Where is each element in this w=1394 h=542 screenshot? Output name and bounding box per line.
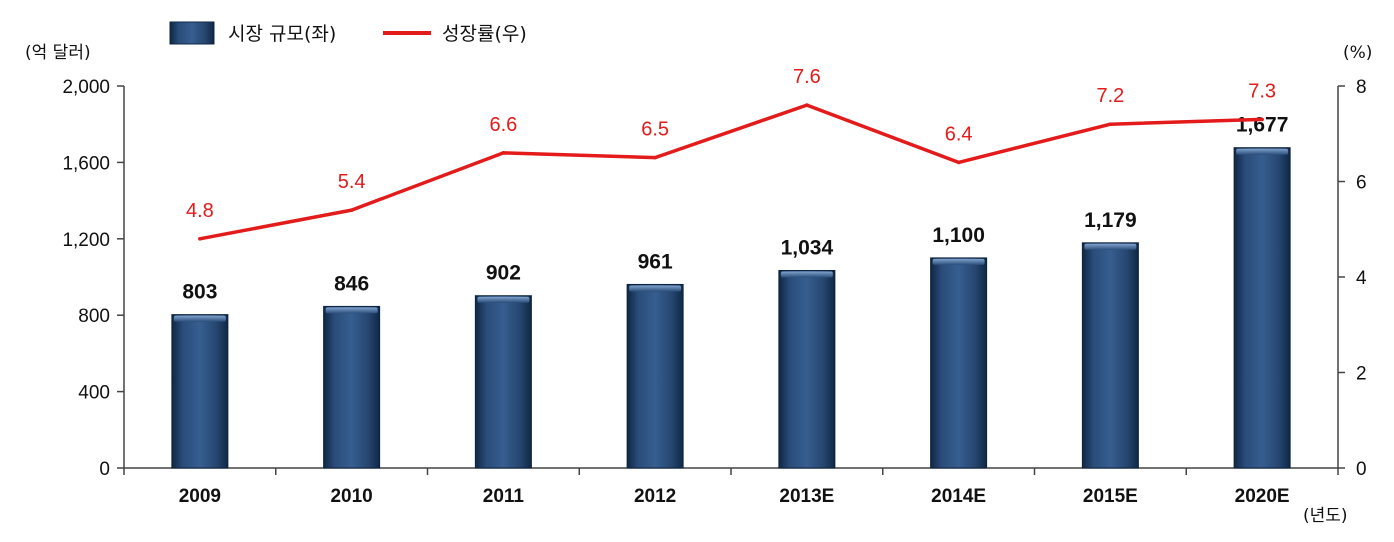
bar-data-label: 846 xyxy=(334,272,369,295)
bar-data-labels: 803 846 902 961 1,034 1,100 1,179 1,677 xyxy=(182,114,1288,304)
legend-bar-swatch xyxy=(169,21,215,45)
bar-data-label: 1,677 xyxy=(1236,114,1289,137)
y-right-unit-label: (%) xyxy=(1343,43,1372,63)
y-right-tick-label: 6 xyxy=(1356,173,1367,194)
x-tick-label: 2015E xyxy=(1083,486,1138,507)
growth-point xyxy=(956,160,961,165)
line-data-label: 6.5 xyxy=(641,119,669,141)
x-tick-label: 2012 xyxy=(634,486,676,507)
line-data-label: 4.8 xyxy=(186,200,214,222)
bar-data-label: 1,179 xyxy=(1084,209,1137,232)
bar-cap xyxy=(629,285,682,292)
x-tick-label: 2014E xyxy=(931,486,986,507)
axes xyxy=(123,86,1339,469)
x-tick-label: 2009 xyxy=(179,486,221,507)
bar-cap xyxy=(173,315,226,322)
legend-item-line: 성장률(우) xyxy=(383,23,527,45)
bar-cap xyxy=(477,296,530,303)
growth-point xyxy=(349,208,354,212)
line-data-label: 7.6 xyxy=(793,66,821,88)
bar xyxy=(323,305,381,469)
y-left-tick-label: 400 xyxy=(78,383,110,404)
legend-item-bar: 시장 규모(좌) xyxy=(169,21,336,45)
y-left-tick-label: 800 xyxy=(78,306,110,327)
y-left-ticks: 0 400 800 1,200 1,600 2,000 xyxy=(62,77,124,480)
bar xyxy=(778,270,836,469)
y-left-tick-label: 0 xyxy=(99,459,110,480)
x-tick-label: 2020E xyxy=(1235,486,1290,507)
growth-point xyxy=(1108,122,1113,126)
bar-data-label: 1,034 xyxy=(781,237,834,260)
bar xyxy=(474,295,532,469)
bar-data-label: 902 xyxy=(486,262,521,285)
x-tick-label: 2011 xyxy=(483,486,525,507)
y-left-tick-label: 1,200 xyxy=(62,230,110,251)
line-data-label: 7.2 xyxy=(1096,85,1124,107)
bar-data-label: 961 xyxy=(638,250,673,273)
line-data-label: 5.4 xyxy=(338,171,366,193)
bar xyxy=(626,283,684,469)
bar-data-label: 803 xyxy=(182,281,217,304)
growth-point xyxy=(1260,117,1264,122)
growth-point xyxy=(198,237,202,241)
y-left-unit-label: (억 달러) xyxy=(25,43,91,63)
y-right-tick-label: 4 xyxy=(1356,268,1367,289)
line-series xyxy=(198,103,1264,241)
line-data-labels: 4.8 5.4 6.6 6.5 7.6 6.4 7.2 7.3 xyxy=(186,66,1276,222)
x-ticks: 2009 2010 2011 2012 2013E 2014E 2015E 2020E xyxy=(123,468,1339,507)
bar xyxy=(1233,147,1291,469)
bar xyxy=(171,314,229,469)
bar xyxy=(930,257,988,469)
bar-cap xyxy=(1084,243,1137,250)
y-right-tick-label: 2 xyxy=(1356,364,1367,385)
bar-cap xyxy=(932,258,985,265)
bar-cap xyxy=(780,271,833,278)
growth-line xyxy=(199,103,1263,241)
y-right-ticks: 0 2 4 6 8 xyxy=(1338,77,1367,480)
bar xyxy=(1081,242,1139,469)
line-data-label: 6.6 xyxy=(489,114,517,136)
line-data-label: 6.4 xyxy=(945,123,973,145)
bar-cap xyxy=(1236,148,1289,155)
line-data-label: 7.3 xyxy=(1248,80,1276,102)
legend: 시장 규모(좌) 성장률(우) xyxy=(169,21,527,45)
x-tick-label: 2013E xyxy=(779,486,834,507)
growth-point xyxy=(805,103,809,107)
growth-point xyxy=(501,151,506,155)
bar-data-label: 1,100 xyxy=(932,224,985,247)
legend-bar-label: 시장 규모(좌) xyxy=(228,23,336,45)
y-left-tick-label: 1,600 xyxy=(62,153,110,174)
bar-series xyxy=(171,147,1291,469)
legend-line-label: 성장률(우) xyxy=(442,23,527,45)
x-unit-label: (년도) xyxy=(1303,506,1348,526)
y-right-tick-label: 8 xyxy=(1356,77,1367,98)
y-right-tick-label: 0 xyxy=(1356,459,1367,480)
bar-cap xyxy=(325,307,378,314)
y-left-tick-label: 2,000 xyxy=(62,77,110,98)
growth-point xyxy=(653,155,657,160)
x-tick-label: 2010 xyxy=(330,486,372,507)
